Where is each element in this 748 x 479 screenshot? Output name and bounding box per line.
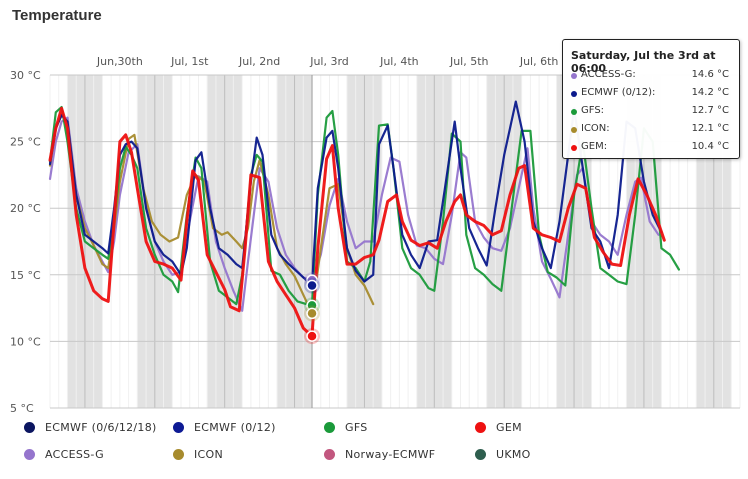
x-tick-label: Jul, 6th [519,55,559,68]
tooltip-row-access-g: ACCESS-G: 14.6 °C [569,69,733,83]
legend-marker [24,449,35,460]
chart-title: Temperature [12,7,102,24]
tooltip-series-value: 12.1 °C [691,123,729,134]
legend-label: ACCESS-G [45,448,104,461]
legend-marker [24,422,35,433]
legend-marker [324,422,335,433]
legend-item-access-g[interactable]: ACCESS-G [24,448,104,461]
legend-label: ICON [194,448,224,461]
x-axis-ticks: Jun,30th Jul, 1st Jul, 2nd Jul, 3rd Jul, 4th… [96,55,559,68]
y-tick-label: 10 °C [10,335,41,348]
x-tick-label: Jul, 2nd [238,55,280,68]
y-tick-label: 25 °C [10,136,41,149]
legend-item-icon[interactable]: ICON [173,448,223,461]
tooltip-series-name: GEM: [581,141,608,152]
y-tick-label: 30 °C [10,69,41,82]
tooltip-series-value: 14.2 °C [691,87,729,98]
x-tick-label: Jul, 5th [449,55,489,68]
series-markers [304,272,321,345]
series-marker [306,307,318,320]
legend-item-ecmwf-0-6-12-18[interactable]: ECMWF (0/6/12/18) [24,421,157,434]
tooltip-row-gfs: GFS: 12.7 °C [569,105,733,119]
tooltip-series-value: 12.7 °C [691,105,729,116]
legend-marker [475,449,486,460]
tooltip-dot [571,73,577,79]
legend-label: Norway-ECMWF [345,448,436,461]
series-line-ecmwf-0-12[interactable] [48,100,663,287]
tooltip-dot [571,91,577,97]
tooltip-series-name: ACCESS-G: [581,69,636,80]
legend-item-ukmo[interactable]: UKMO [475,448,531,461]
x-tick-label: Jul, 1st [170,55,209,68]
tooltip-row-ecmwf: ECMWF (0/12): 14.2 °C [569,87,733,101]
x-tick-label: Jul, 3rd [309,55,349,68]
x-tick-label: Jun,30th [96,55,143,68]
legend-marker [324,449,335,460]
tooltip-dot [571,109,577,115]
legend-marker [475,422,486,433]
horizontal-grid [50,74,740,409]
hover-tooltip: Saturday, Jul the 3rd at 06:00 ACCESS-G:… [562,39,740,159]
y-tick-label: 15 °C [10,269,41,282]
chart-legend: ECMWF (0/6/12/18) ECMWF (0/12) GFS GEM A… [0,418,748,473]
y-axis-ticks: 5 °C 10 °C 15 °C 20 °C 25 °C 30 °C [10,69,41,415]
tooltip-title: Saturday, Jul the 3rd at 06:00 [571,49,716,75]
y-tick-label: 20 °C [10,202,41,215]
legend-item-norway-ecmwf[interactable]: Norway-ECMWF [324,448,435,461]
y-tick-label: 5 °C [10,402,34,415]
tooltip-series-value: 14.6 °C [691,69,729,80]
legend-marker [173,449,184,460]
legend-label: ECMWF (0/12) [194,421,276,434]
tooltip-dot [571,145,577,151]
tooltip-series-name: GFS: [581,105,605,116]
legend-marker [173,422,184,433]
legend-item-ecmwf-0-12[interactable]: ECMWF (0/12) [173,421,276,434]
legend-label: GEM [496,421,522,434]
legend-label: GFS [345,421,368,434]
tooltip-row-gem: GEM: 10.4 °C [569,141,733,155]
x-tick-label: Jul, 4th [379,55,419,68]
legend-item-gfs[interactable]: GFS [324,421,368,434]
legend-item-gem[interactable]: GEM [475,421,522,434]
tooltip-series-name: ICON: [581,123,610,134]
legend-label: ECMWF (0/6/12/18) [45,421,157,434]
series-line-gem[interactable] [48,106,666,338]
tooltip-dot [571,127,577,133]
tooltip-series-value: 10.4 °C [691,141,729,152]
series-marker [306,279,318,292]
series-marker [306,330,318,342]
legend-label: UKMO [496,448,531,461]
tooltip-row-icon: ICON: 12.1 °C [569,123,733,137]
tooltip-series-name: ECMWF (0/12): [581,87,656,98]
